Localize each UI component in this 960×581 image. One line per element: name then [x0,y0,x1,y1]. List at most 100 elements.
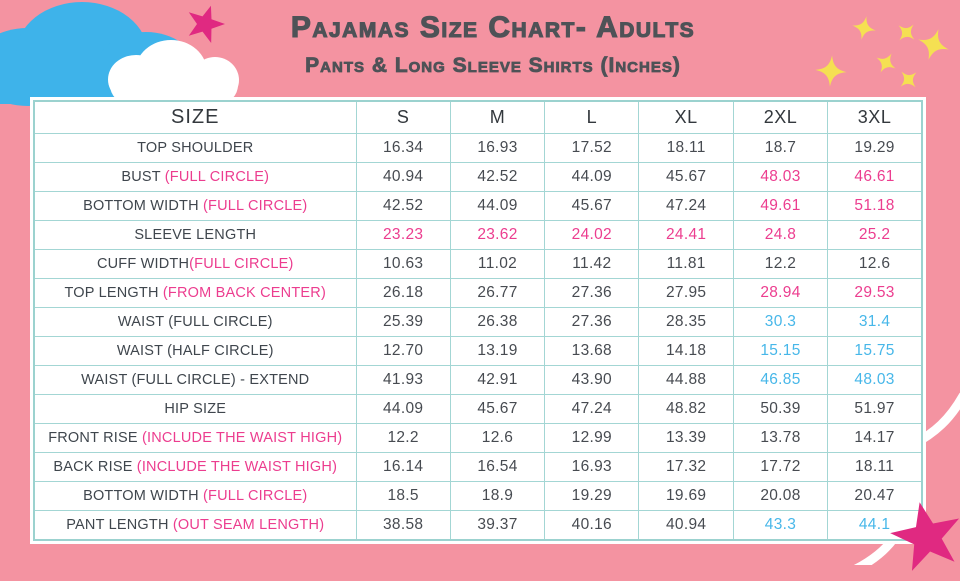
row-label: FRONT RISE (INCLUDE THE WAIST HIGH) [33,422,357,453]
size-value-cell: 16.54 [449,451,546,482]
size-value-cell: 26.18 [355,277,451,308]
size-value-cell: 15.75 [827,335,923,366]
row-label-main: BOTTOM WIDTH [83,487,204,504]
page-subtitle: Pants & Long Sleeve Shirts (Inches) [305,54,681,78]
size-value-cell: 16.93 [544,451,640,482]
size-value-cell: 23.23 [355,219,451,250]
size-value-cell: 42.91 [449,364,546,395]
magenta-star-icon [881,493,960,581]
row-label: WAIST (FULL CIRCLE) [33,306,357,337]
row-label: TOP LENGTH (FROM BACK CENTER) [33,277,357,308]
row-label-accent: (FULL CIRCLE) [203,487,308,504]
row-label-main: WAIST (HALF CIRCLE) [116,342,274,359]
size-value-cell: 13.68 [544,335,640,366]
table-row: TOP LENGTH (FROM BACK CENTER) 26.18 26.77 2… [33,277,923,308]
size-value-cell: 11.02 [449,248,546,279]
row-label-main: BOTTOM WIDTH [83,197,204,214]
size-value-cell: 44.09 [355,393,451,424]
size-value-cell: 38.58 [355,509,451,541]
size-value-cell: 51.97 [827,393,923,424]
size-value-cell: 16.34 [355,133,451,163]
size-value-cell: 48.03 [827,364,923,395]
size-value-cell: 41.93 [355,364,451,395]
table-row: PANT LENGTH (OUT SEAM LENGTH) 38.58 39.37 4… [33,509,923,541]
size-value-cell: 40.94 [638,509,734,541]
size-value-cell: 18.11 [827,451,923,482]
size-value-cell: 19.29 [544,480,640,511]
column-header: XL [638,100,734,134]
size-value-cell: 13.78 [732,422,829,453]
size-value-cell: 26.77 [449,277,546,308]
size-value-cell: 12.6 [827,248,923,279]
size-value-cell: 18.9 [449,480,546,511]
row-label-main: FRONT RISE [48,429,142,446]
row-label: BOTTOM WIDTH (FULL CIRCLE) [33,480,357,511]
row-label-main: SLEEVE LENGTH [134,226,257,243]
size-value-cell: 29.53 [827,277,923,308]
row-label: PANT LENGTH (OUT SEAM LENGTH) [33,509,357,541]
row-label: WAIST (HALF CIRCLE) [33,335,357,366]
size-value-cell: 18.11 [638,133,734,163]
size-value-cell: 24.8 [732,219,829,250]
size-value-cell: 44.1 [827,509,923,541]
size-value-cell: 46.61 [827,161,923,192]
size-value-cell: 18.7 [732,133,829,163]
table-row: BOTTOM WIDTH (FULL CIRCLE) 18.5 18.9 19.29 1… [33,480,923,511]
size-value-cell: 17.32 [638,451,734,482]
row-label-main: PANT LENGTH [66,516,173,533]
size-value-cell: 44.09 [449,190,546,221]
size-value-cell: 50.39 [732,393,829,424]
size-value-cell: 13.39 [638,422,734,453]
row-label-accent: (FROM BACK CENTER) [162,284,326,301]
size-value-cell: 48.03 [732,161,829,192]
row-label: BUST (FULL CIRCLE) [33,161,357,192]
page-header: Pajamas Size Chart- Adults Pants & Long … [0,0,960,78]
column-header-size: SIZE [33,100,357,134]
size-value-cell: 42.52 [449,161,546,192]
row-label-accent: (FULL CIRCLE) [164,168,270,185]
size-value-cell: 45.67 [449,393,546,424]
table-row: SLEEVE LENGTH 23.23 23.62 24.02 24.41 24.8 25.… [33,219,923,250]
page-title: Pajamas Size Chart- Adults [290,10,696,44]
table-row: FRONT RISE (INCLUDE THE WAIST HIGH) 12.2 1… [33,422,923,453]
table-row: CUFF WIDTH(FULL CIRCLE) 10.63 11.02 11.42 11… [33,248,923,279]
row-label-main: WAIST (FULL CIRCLE) - EXTEND [81,371,310,388]
size-value-cell: 45.67 [544,190,640,221]
row-label-main: TOP SHOULDER [137,139,254,156]
size-value-cell: 14.17 [827,422,923,453]
size-value-cell: 27.36 [544,277,640,308]
size-value-cell: 15.15 [732,335,829,366]
size-value-cell: 12.6 [449,422,546,453]
row-label-accent: (INCLUDE THE WAIST HIGH) [136,458,338,475]
size-value-cell: 16.93 [449,133,546,163]
row-label-main: BUST [121,168,165,185]
size-value-cell: 13.19 [449,335,546,366]
size-value-cell: 42.52 [355,190,451,221]
size-value-cell: 17.72 [732,451,829,482]
row-label: BACK RISE (INCLUDE THE WAIST HIGH) [33,451,357,482]
row-label-main: HIP SIZE [164,400,227,417]
table-body: TOP SHOULDER 16.34 16.93 17.52 18.11 18.7 19.2… [33,133,923,541]
size-value-cell: 19.69 [638,480,734,511]
row-label-main: TOP LENGTH [64,284,163,301]
table-row: WAIST (HALF CIRCLE) 12.70 13.19 13.68 14.18 1… [33,335,923,366]
row-label: BOTTOM WIDTH (FULL CIRCLE) [33,190,357,221]
size-value-cell: 14.18 [638,335,734,366]
row-label: TOP SHOULDER [33,133,357,163]
size-value-cell: 12.2 [355,422,451,453]
table-row: TOP SHOULDER 16.34 16.93 17.52 18.11 18.7 19.2… [33,133,923,163]
size-value-cell: 39.37 [449,509,546,541]
column-header: M [449,100,546,134]
size-value-cell: 18.5 [355,480,451,511]
size-value-cell: 17.52 [544,133,640,163]
row-label: SLEEVE LENGTH [33,219,357,250]
size-value-cell: 12.70 [355,335,451,366]
row-label-accent: (FULL CIRCLE) [189,255,294,272]
size-value-cell: 20.47 [827,480,923,511]
row-label: HIP SIZE [33,393,357,424]
size-value-cell: 19.29 [827,133,923,163]
size-value-cell: 40.94 [355,161,451,192]
size-value-cell: 12.99 [544,422,640,453]
size-value-cell: 10.63 [355,248,451,279]
table-row: WAIST (FULL CIRCLE) - EXTEND 41.93 42.91 43… [33,364,923,395]
